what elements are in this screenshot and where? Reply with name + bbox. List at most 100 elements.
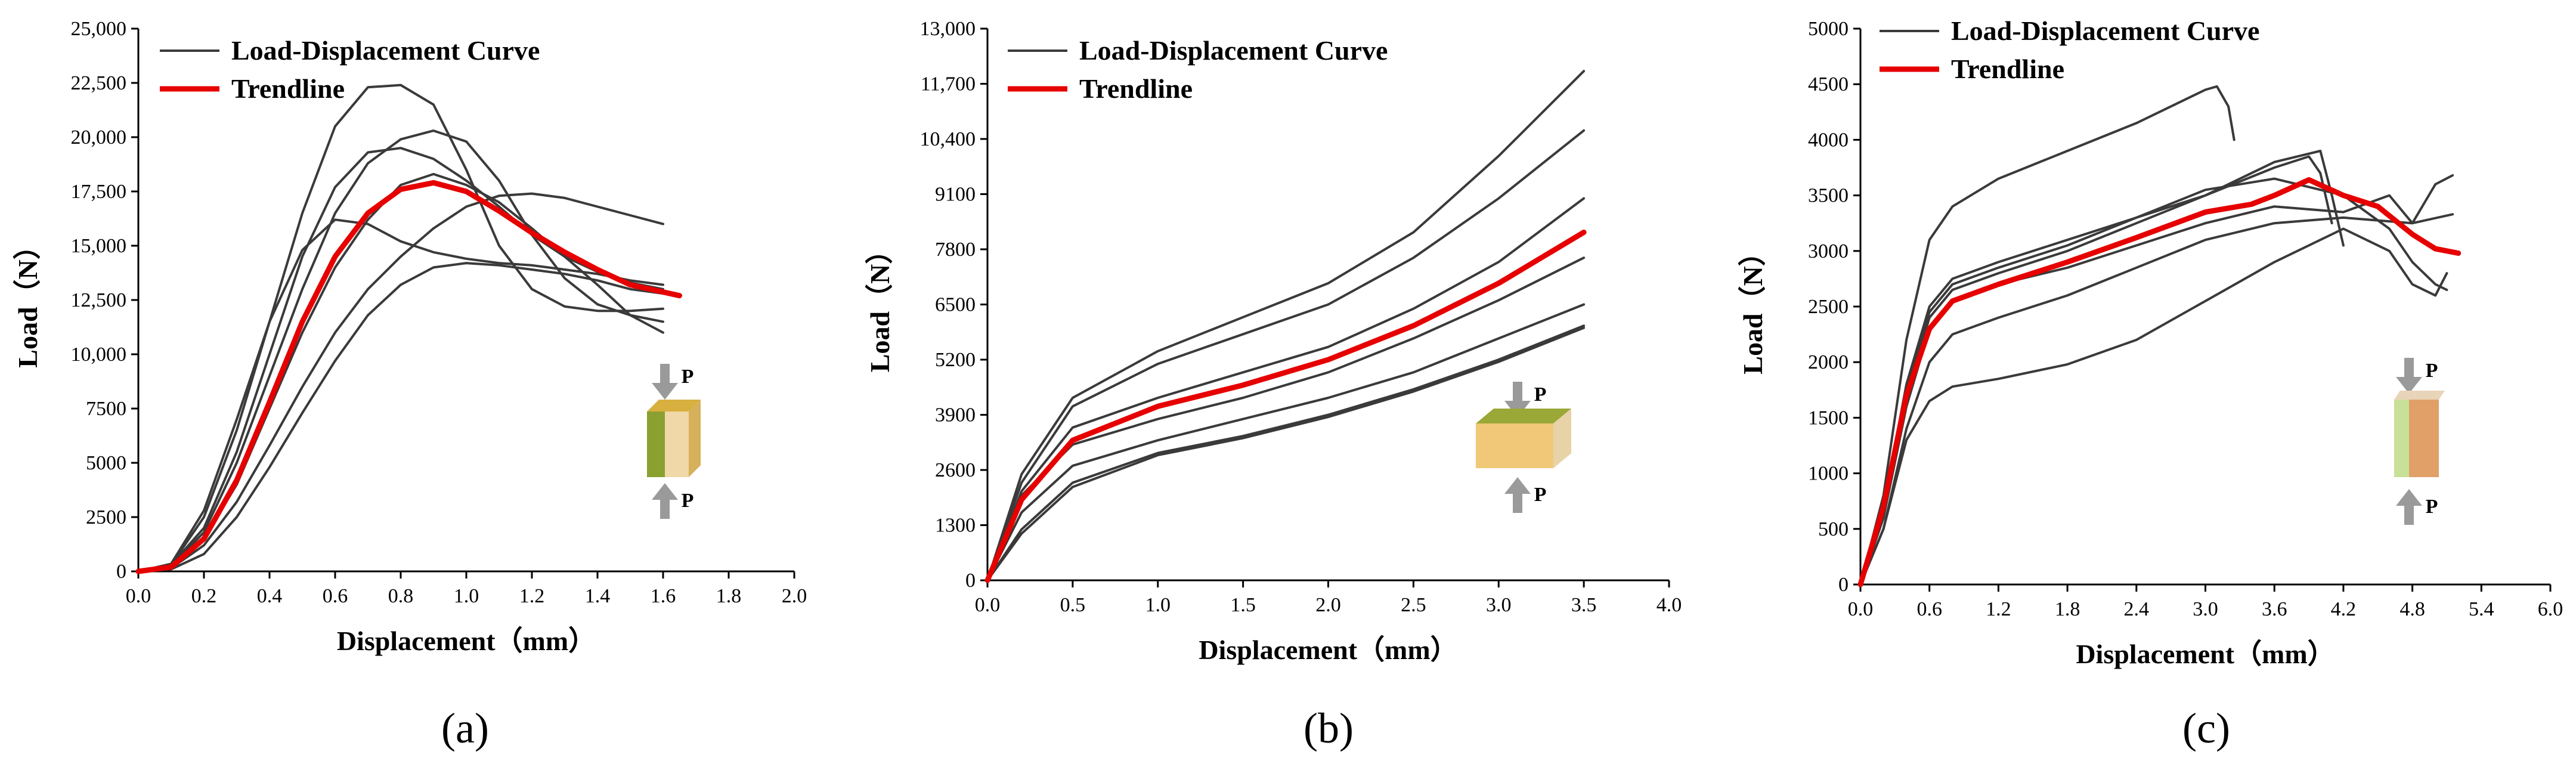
specimen-top-face bbox=[1476, 409, 1571, 423]
trendline-series bbox=[1857, 177, 2462, 587]
legend-label-curve: Load-Displacement Curve bbox=[231, 35, 540, 66]
x-axis-title: Displacement（mm） bbox=[1199, 635, 1457, 665]
x-tick-label: 0.0 bbox=[126, 585, 151, 607]
specimen-front-face bbox=[1476, 423, 1553, 468]
load-label-top: P bbox=[2426, 360, 2438, 382]
x-tick-label: 5.4 bbox=[2469, 598, 2494, 620]
x-tick-label: 2.5 bbox=[1401, 594, 1426, 616]
load-label-bottom: P bbox=[682, 490, 694, 512]
x-tick-label: 1.0 bbox=[1145, 594, 1171, 616]
x-tick-label: 6.0 bbox=[2538, 598, 2563, 620]
y-tick-label: 20,000 bbox=[71, 126, 127, 149]
load-displacement-series bbox=[137, 192, 664, 573]
load-arrow-top-shaft bbox=[1513, 382, 1522, 402]
load-arrow-bottom-shaft bbox=[1513, 493, 1522, 513]
x-tick-label: 1.6 bbox=[651, 585, 676, 607]
x-tick-label: 1.0 bbox=[454, 585, 479, 607]
specimen-load-icon: PP bbox=[2394, 358, 2445, 525]
y-tick-label: 13,000 bbox=[920, 18, 976, 40]
x-tick-label: 0.5 bbox=[1060, 594, 1086, 616]
load-displacement-series bbox=[137, 262, 664, 573]
x-tick-label: 2.4 bbox=[2124, 598, 2150, 620]
y-tick-label: 3500 bbox=[1808, 185, 1849, 207]
specimen-load-icon: PP bbox=[1476, 382, 1571, 513]
y-tick-label: 6500 bbox=[935, 294, 976, 316]
x-tick-label: 0.6 bbox=[1916, 598, 1942, 620]
panel-label: (a) bbox=[441, 704, 489, 752]
load-displacement-series bbox=[137, 147, 664, 573]
x-tick-label: 0.0 bbox=[1848, 598, 1874, 620]
legend-label-trend: Trendline bbox=[1951, 54, 2064, 84]
y-axis-title: Load（N） bbox=[13, 232, 43, 367]
load-arrow-bottom-shaft bbox=[2404, 505, 2414, 525]
y-axis-title: Load（N） bbox=[865, 237, 895, 372]
y-tick-label: 1500 bbox=[1808, 407, 1849, 429]
load-label-bottom: P bbox=[2426, 496, 2438, 518]
y-tick-label: 5000 bbox=[86, 452, 126, 474]
load-label-top: P bbox=[682, 366, 694, 388]
legend-label-curve: Load-Displacement Curve bbox=[1079, 35, 1388, 66]
x-tick-label: 4.8 bbox=[2399, 598, 2425, 620]
x-tick-label: 0.0 bbox=[975, 594, 1001, 616]
load-displacement-series bbox=[986, 303, 1586, 582]
y-tick-label: 2500 bbox=[86, 506, 126, 528]
load-arrow-top-head bbox=[2396, 377, 2422, 394]
load-arrow-bottom-head bbox=[652, 483, 678, 500]
load-displacement-series bbox=[986, 324, 1586, 582]
load-displacement-series bbox=[1859, 227, 2448, 586]
load-displacement-series bbox=[1859, 155, 2333, 586]
x-axis-title: Displacement（mm） bbox=[2076, 639, 2334, 669]
y-tick-label: 11,700 bbox=[921, 73, 976, 95]
load-displacement-series bbox=[986, 70, 1586, 582]
load-displacement-series bbox=[986, 326, 1586, 582]
load-displacement-series bbox=[1859, 177, 2448, 586]
specimen-right-face bbox=[1553, 409, 1571, 468]
x-tick-label: 1.8 bbox=[716, 585, 742, 607]
x-tick-label: 0.4 bbox=[257, 585, 283, 607]
specimen-top-face bbox=[2394, 391, 2445, 400]
chart-panel-b: 0 1300 2600 3900 5200 6500 7800 9100 10,400 11,70… bbox=[865, 18, 1682, 752]
load-label-bottom: P bbox=[1534, 484, 1547, 506]
x-tick-label: 3.0 bbox=[2193, 598, 2218, 620]
load-displacement-series bbox=[986, 129, 1586, 582]
specimen-front-face bbox=[647, 412, 665, 477]
y-tick-label: 7800 bbox=[935, 239, 976, 261]
y-tick-label: 0 bbox=[1838, 574, 1849, 596]
trendline-series bbox=[984, 230, 1587, 583]
x-tick-label: 4.0 bbox=[1657, 594, 1682, 616]
y-tick-label: 3900 bbox=[935, 404, 976, 426]
specimen-top-face bbox=[647, 400, 701, 412]
load-arrow-bottom-head bbox=[2396, 489, 2422, 506]
x-tick-label: 1.2 bbox=[1986, 598, 2011, 620]
y-tick-label: 22,500 bbox=[71, 72, 127, 94]
y-tick-label: 1000 bbox=[1808, 463, 1849, 485]
y-tick-label: 17,500 bbox=[71, 181, 127, 203]
specimen-front-face bbox=[2394, 400, 2409, 477]
x-tick-label: 0.8 bbox=[388, 585, 414, 607]
load-arrow-top-head bbox=[652, 383, 678, 400]
legend-label-trend: Trendline bbox=[231, 73, 345, 104]
x-axis-title: Displacement（mm） bbox=[337, 626, 596, 656]
x-tick-label: 3.0 bbox=[1486, 594, 1512, 616]
panel-label: (b) bbox=[1304, 704, 1354, 752]
load-arrow-bottom-shaft bbox=[660, 499, 670, 519]
x-tick-label: 3.5 bbox=[1571, 594, 1597, 616]
x-tick-label: 3.6 bbox=[2262, 598, 2287, 620]
load-arrow-top-shaft bbox=[660, 364, 670, 384]
y-tick-label: 15,000 bbox=[71, 235, 127, 257]
chart-panel-c: 0 500 1000 1500 2000 2500 3000 3500 4000 4500 5000… bbox=[1738, 16, 2563, 752]
load-displacement-series bbox=[137, 129, 664, 573]
load-displacement-series bbox=[1859, 174, 2454, 586]
specimen-side-face bbox=[665, 412, 689, 477]
legend-label-trend: Trendline bbox=[1079, 73, 1193, 104]
trendline-series bbox=[135, 180, 682, 574]
y-tick-label: 2500 bbox=[1808, 296, 1849, 318]
x-tick-label: 2.0 bbox=[1315, 594, 1341, 616]
y-tick-label: 3000 bbox=[1808, 240, 1849, 262]
chart-panel-a: 0 2500 5000 7500 10,000 12,500 15,000 17,500 20,… bbox=[13, 18, 807, 752]
y-tick-label: 500 bbox=[1818, 518, 1849, 540]
y-tick-label: 4500 bbox=[1808, 73, 1849, 95]
load-displacement-series bbox=[1859, 150, 2345, 586]
x-tick-label: 1.4 bbox=[585, 585, 611, 607]
